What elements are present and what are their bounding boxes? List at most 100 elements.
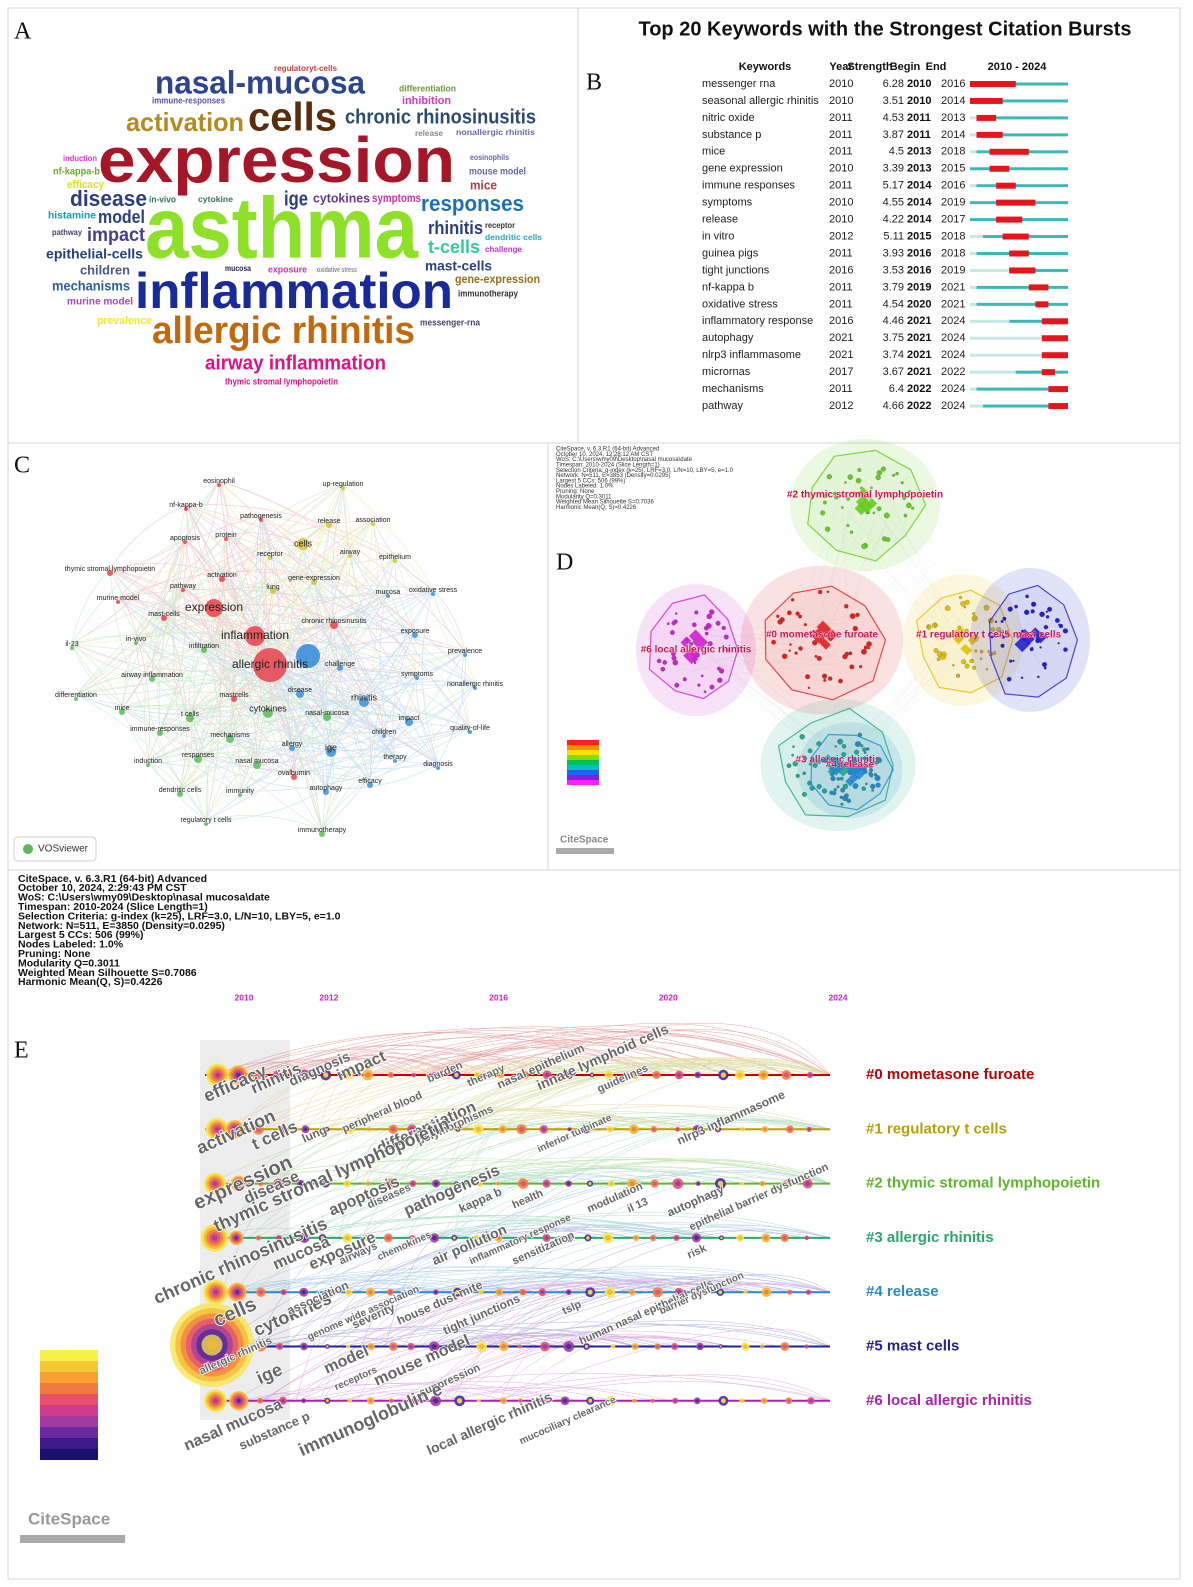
cluster-node bbox=[952, 664, 955, 667]
arc bbox=[291, 1215, 720, 1239]
keyword: guinea pigs bbox=[702, 247, 759, 259]
arc bbox=[413, 1113, 687, 1130]
arc bbox=[330, 1071, 429, 1130]
edge bbox=[225, 534, 476, 685]
burst-bar bbox=[976, 131, 1003, 138]
pre-period bbox=[970, 302, 977, 306]
cluster-node bbox=[964, 663, 970, 669]
node-label: activation bbox=[207, 572, 237, 579]
active-period bbox=[976, 133, 1068, 137]
node bbox=[213, 1289, 219, 1295]
edge bbox=[147, 664, 271, 762]
arc bbox=[352, 1028, 831, 1076]
arc bbox=[312, 1112, 822, 1184]
edge bbox=[229, 520, 330, 736]
link bbox=[1036, 652, 1051, 659]
edge bbox=[159, 635, 256, 730]
edge bbox=[159, 585, 186, 730]
arc bbox=[430, 1059, 831, 1130]
link bbox=[843, 633, 956, 757]
arc bbox=[267, 1168, 743, 1239]
node bbox=[432, 1235, 437, 1241]
node bbox=[234, 1236, 238, 1240]
arc bbox=[484, 1335, 639, 1347]
cluster-hub bbox=[845, 772, 859, 787]
edge bbox=[339, 663, 365, 699]
edge bbox=[260, 515, 434, 591]
cluster-node bbox=[964, 599, 970, 605]
strength: 3.53 bbox=[883, 264, 904, 276]
cluster-node bbox=[1043, 624, 1049, 630]
cluster-node bbox=[812, 640, 818, 646]
word: epithelial-cells bbox=[46, 246, 143, 262]
edge bbox=[254, 635, 396, 758]
end: 2019 bbox=[941, 197, 965, 209]
cluster-node bbox=[709, 684, 715, 690]
node bbox=[586, 1236, 590, 1240]
arc bbox=[386, 1103, 831, 1130]
edge bbox=[325, 650, 466, 789]
arc bbox=[482, 1283, 831, 1401]
edge bbox=[233, 694, 269, 710]
edge bbox=[151, 480, 220, 676]
node bbox=[298, 1181, 303, 1186]
cluster-node bbox=[807, 686, 811, 690]
node bbox=[655, 1289, 661, 1295]
arc bbox=[506, 1159, 831, 1184]
node bbox=[452, 1236, 456, 1240]
arc bbox=[262, 1057, 803, 1130]
cluster-node bbox=[873, 772, 878, 777]
arc bbox=[297, 1381, 655, 1402]
edge bbox=[213, 607, 418, 675]
edge bbox=[363, 680, 476, 699]
edge bbox=[218, 480, 351, 553]
arc bbox=[397, 1047, 661, 1076]
cluster-hub bbox=[960, 643, 972, 656]
arc bbox=[296, 1228, 683, 1347]
arc bbox=[450, 1282, 831, 1402]
link bbox=[860, 636, 973, 753]
node bbox=[282, 1290, 286, 1294]
node bbox=[807, 1127, 811, 1131]
arc bbox=[410, 1283, 801, 1401]
keyword: nitric oxide bbox=[702, 112, 755, 124]
edge bbox=[387, 589, 434, 595]
edge bbox=[197, 635, 256, 756]
cluster-node bbox=[874, 775, 881, 782]
node bbox=[652, 1127, 656, 1131]
node-label: lung bbox=[266, 584, 279, 591]
strength: 4.46 bbox=[883, 315, 904, 327]
word: asthma bbox=[145, 181, 419, 277]
edge bbox=[135, 553, 271, 640]
word: oxidative stress bbox=[317, 267, 357, 274]
edge bbox=[229, 734, 332, 751]
cluster-node bbox=[717, 677, 723, 683]
cluster-node bbox=[823, 500, 827, 505]
node bbox=[303, 1127, 308, 1132]
node-label: apoptosis bbox=[170, 535, 200, 542]
node-label: airway inflammation bbox=[121, 672, 183, 679]
edge bbox=[135, 631, 418, 675]
arc bbox=[474, 1224, 831, 1293]
arc bbox=[237, 1266, 741, 1293]
node bbox=[161, 615, 167, 621]
edge bbox=[135, 483, 344, 640]
arc bbox=[498, 1058, 831, 1130]
node bbox=[311, 579, 317, 585]
node bbox=[632, 1072, 637, 1078]
end: 2013 bbox=[941, 112, 965, 124]
pre-period bbox=[970, 184, 977, 188]
edge bbox=[159, 694, 235, 730]
edge bbox=[117, 597, 271, 666]
arc bbox=[477, 1121, 725, 1184]
arc bbox=[411, 1212, 831, 1239]
node bbox=[70, 646, 74, 650]
panel-letter: C bbox=[14, 453, 30, 479]
edge bbox=[109, 504, 187, 570]
arc bbox=[450, 1288, 596, 1401]
arc bbox=[225, 1031, 673, 1076]
cluster-node bbox=[791, 753, 794, 757]
edge bbox=[269, 543, 304, 666]
node-label: efficacy bbox=[358, 778, 382, 785]
cluster-node bbox=[670, 630, 675, 635]
